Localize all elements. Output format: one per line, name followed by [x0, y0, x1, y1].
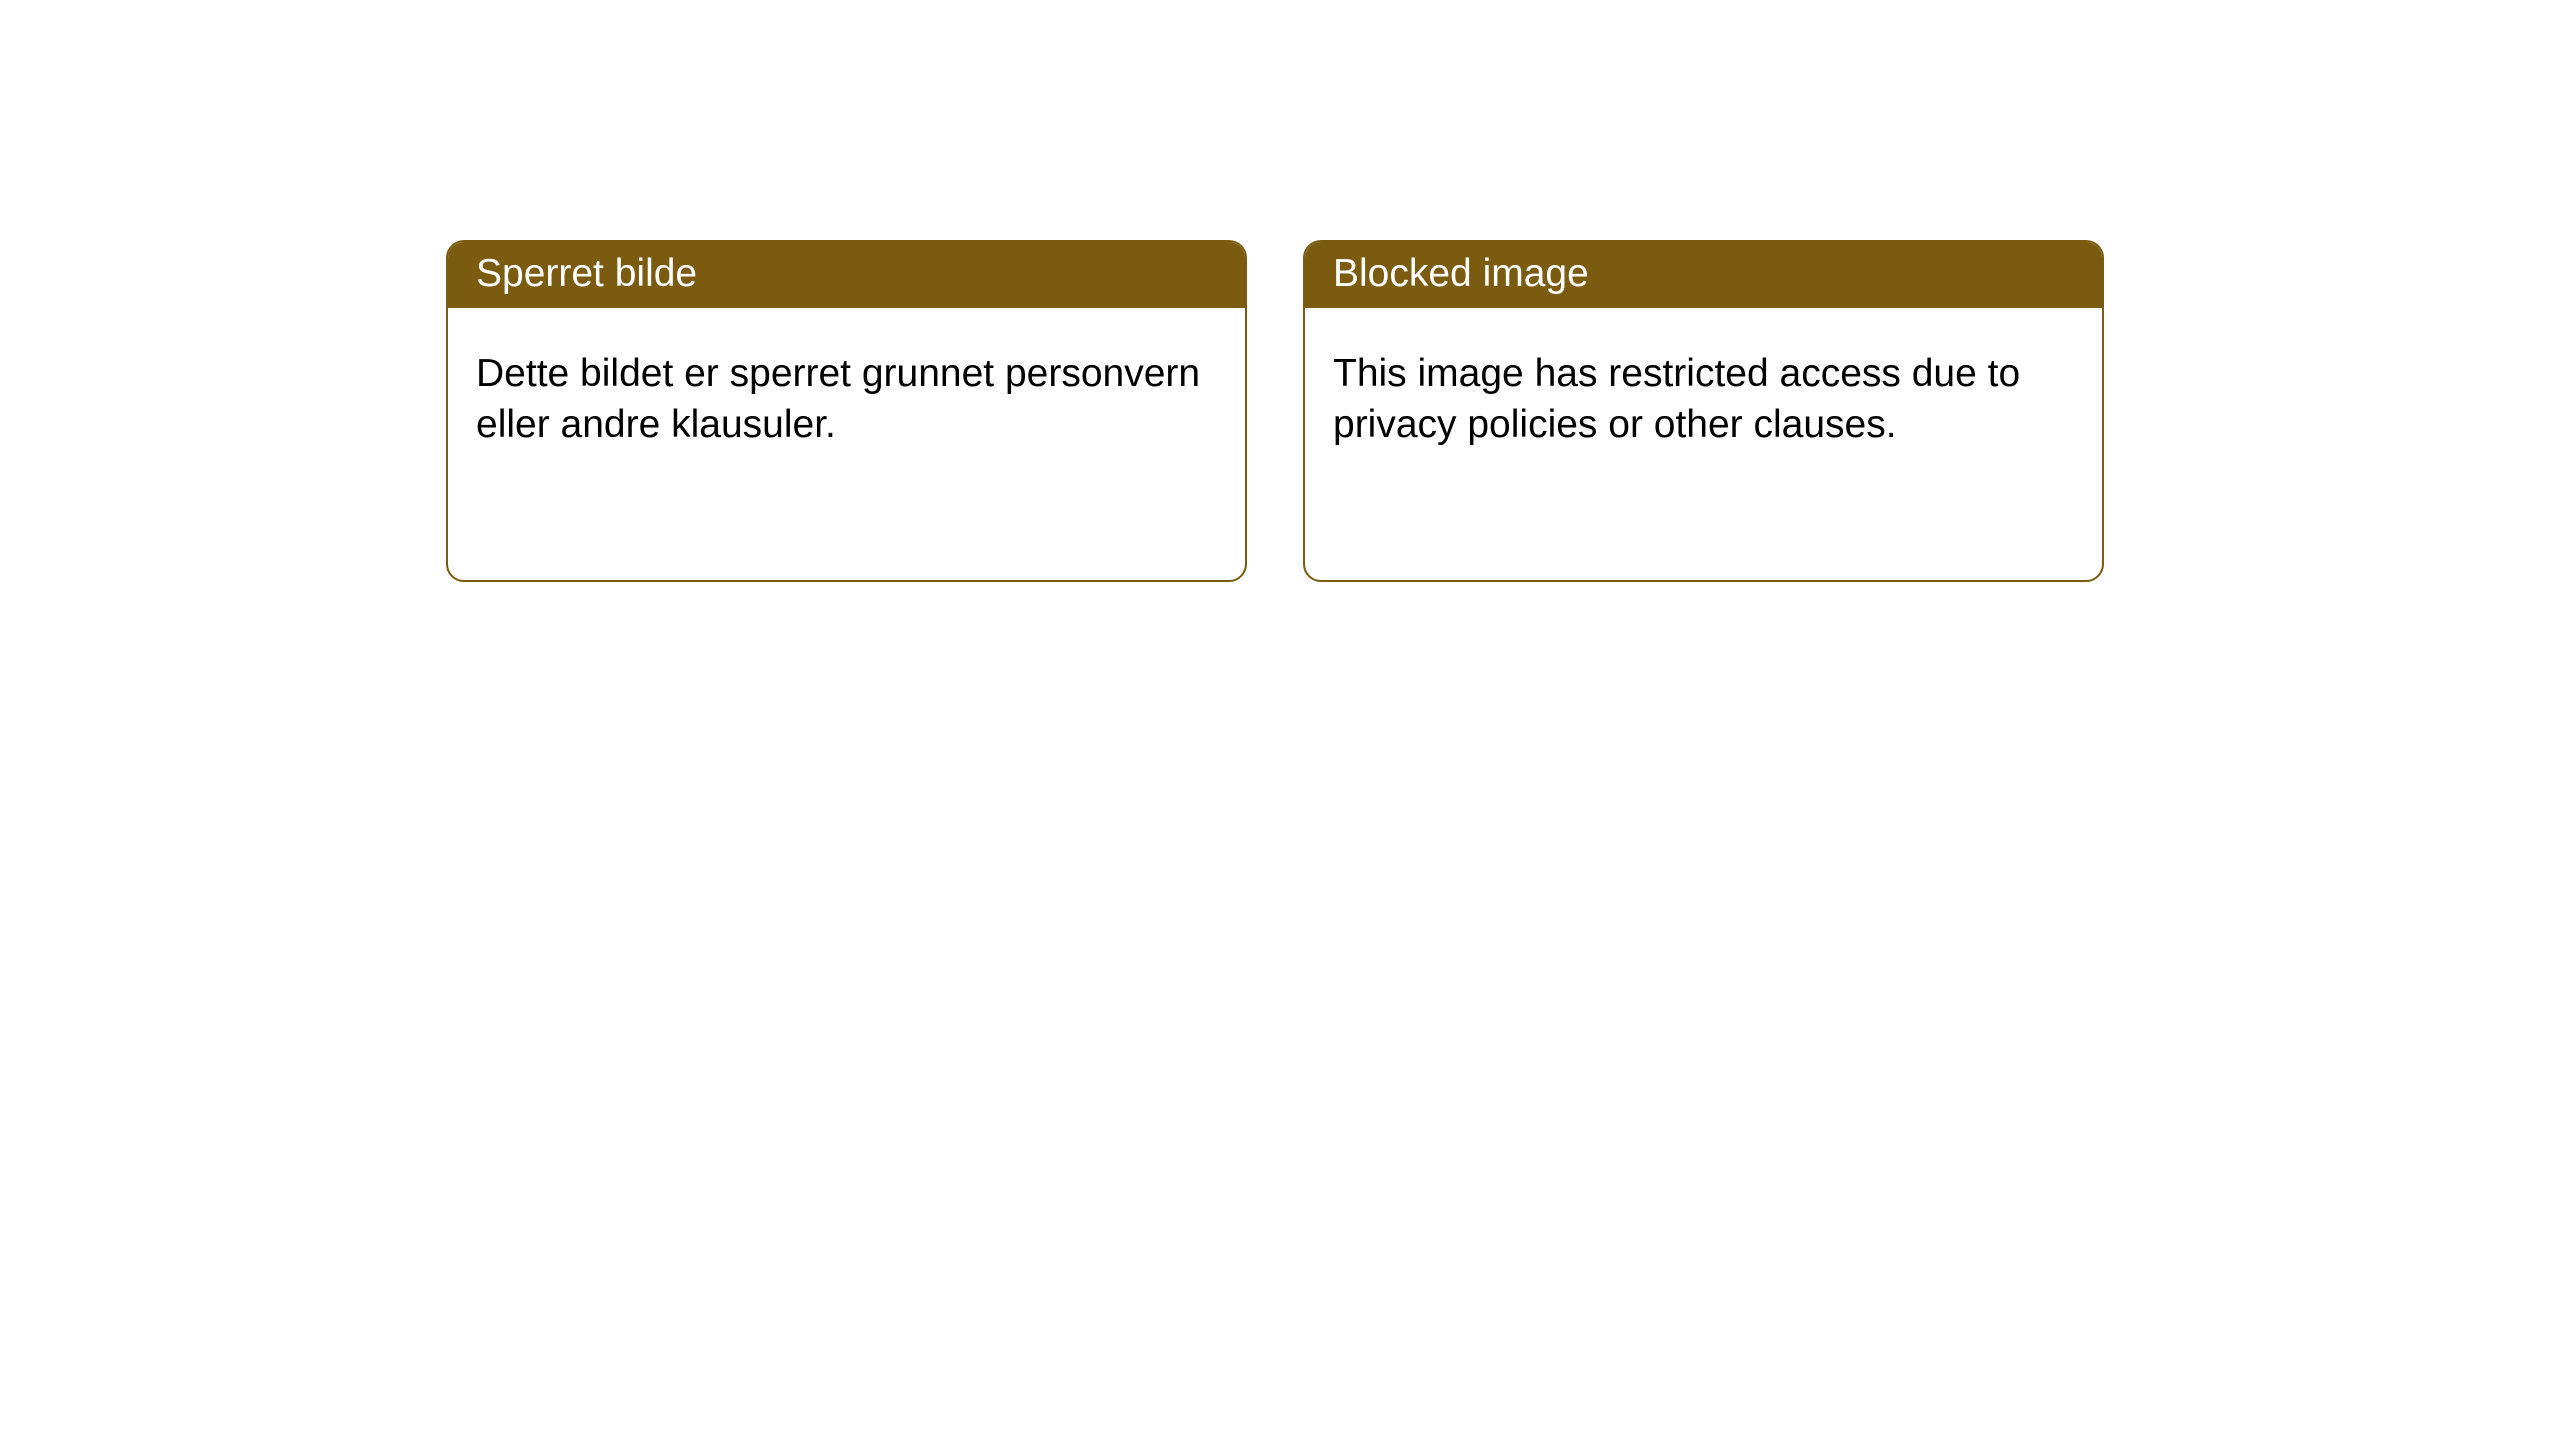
notice-card-title: Blocked image [1305, 242, 2102, 308]
notice-card-title: Sperret bilde [448, 242, 1245, 308]
notice-card-body: Dette bildet er sperret grunnet personve… [448, 308, 1245, 580]
notice-card-en: Blocked image This image has restricted … [1303, 240, 2104, 582]
notice-card-no: Sperret bilde Dette bildet er sperret gr… [446, 240, 1247, 582]
notice-cards-container: Sperret bilde Dette bildet er sperret gr… [0, 0, 2560, 582]
notice-card-body: This image has restricted access due to … [1305, 308, 2102, 580]
